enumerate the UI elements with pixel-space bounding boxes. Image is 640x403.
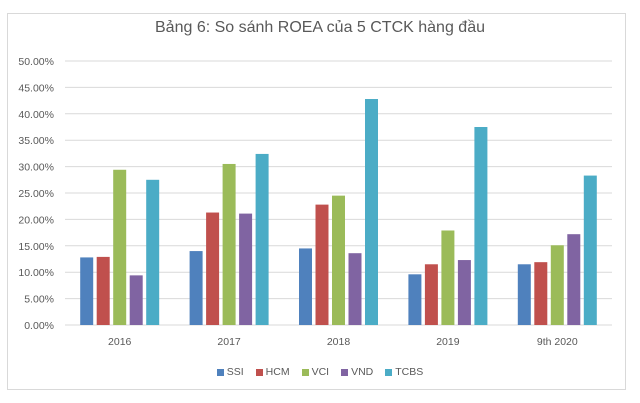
bar-vci-2017 xyxy=(222,163,236,325)
legend-item-tcbs: TCBS xyxy=(385,366,423,378)
bar-vnd-2016 xyxy=(129,275,143,325)
bar-ssi-2018 xyxy=(299,248,312,325)
legend-swatch xyxy=(341,368,349,376)
bar-hcm-2016 xyxy=(96,256,110,325)
y-tick-label: 25.00% xyxy=(18,188,54,200)
legend-item-ssi: SSI xyxy=(216,366,244,378)
bar-ssi-2017 xyxy=(189,251,203,325)
legend-label: TCBS xyxy=(395,366,424,378)
bar-vci-2016 xyxy=(113,169,127,325)
bar-ssi-2016 xyxy=(80,257,94,325)
legend-item-vci: VCI xyxy=(301,366,330,378)
bar-hcm-2019 xyxy=(424,264,438,325)
y-tick-label: 0.00% xyxy=(24,320,54,332)
bar-tcbs-2016 xyxy=(146,179,160,325)
bar-vnd-2019 xyxy=(457,260,471,325)
bar-hcm-2017 xyxy=(206,212,220,325)
legend-swatch xyxy=(301,368,309,376)
bar-vnd-2017 xyxy=(239,213,253,325)
bar-ssi-9th-2020 xyxy=(517,264,531,325)
x-tick-label: 2019 xyxy=(436,336,460,348)
y-tick-label: 10.00% xyxy=(18,267,54,279)
legend: SSI HCM VCI VND TCBS xyxy=(0,366,640,378)
bar-vci-9th-2020 xyxy=(550,245,564,325)
x-axis-ticks: 2016 2017 2018 2019 9th 2020 xyxy=(108,336,578,348)
x-tick-label: 2016 xyxy=(108,336,132,348)
y-tick-label: 20.00% xyxy=(18,214,54,226)
y-tick-label: 45.00% xyxy=(18,82,54,94)
x-tick-label: 2017 xyxy=(217,336,241,348)
legend-item-hcm: HCM xyxy=(255,366,290,378)
y-axis-ticks: 0.00% 5.00% 10.00% 15.00% 20.00% 25.00% 30.00%… xyxy=(18,56,54,332)
legend-label: VCI xyxy=(311,366,330,378)
bar-vci-2018 xyxy=(332,195,345,325)
x-tick-label: 2018 xyxy=(327,336,351,348)
x-tick-label: 9th 2020 xyxy=(537,336,578,348)
y-tick-label: 40.00% xyxy=(18,109,54,121)
bars xyxy=(80,99,597,326)
bar-tcbs-2017 xyxy=(255,153,269,325)
bar-ssi-2019 xyxy=(408,274,422,325)
y-tick-label: 50.00% xyxy=(18,56,54,68)
chart-frame xyxy=(7,13,626,390)
y-tick-label: 5.00% xyxy=(24,294,54,306)
bar-vnd-2018 xyxy=(348,253,362,325)
legend-label: HCM xyxy=(265,366,290,378)
y-tick-label: 30.00% xyxy=(18,162,54,174)
bar-tcbs-2019 xyxy=(474,127,488,325)
chart-title: Bảng 6: So sánh ROEA của 5 CTCK hàng đầu xyxy=(155,19,485,36)
bar-hcm-9th-2020 xyxy=(534,262,548,325)
legend-swatch xyxy=(216,368,224,376)
bar-vnd-9th-2020 xyxy=(567,234,581,325)
bar-hcm-2018 xyxy=(315,204,329,325)
legend-swatch xyxy=(385,368,393,376)
legend-label: SSI xyxy=(226,366,244,378)
legend-swatch xyxy=(255,368,263,376)
legend-item-vnd: VND xyxy=(341,366,373,378)
bar-tcbs-9th-2020 xyxy=(583,175,597,325)
y-tick-label: 15.00% xyxy=(18,241,54,253)
bar-tcbs-2018 xyxy=(365,99,378,326)
y-tick-label: 35.00% xyxy=(18,135,54,147)
legend-label: VND xyxy=(351,366,374,378)
bar-vci-2019 xyxy=(441,230,455,325)
